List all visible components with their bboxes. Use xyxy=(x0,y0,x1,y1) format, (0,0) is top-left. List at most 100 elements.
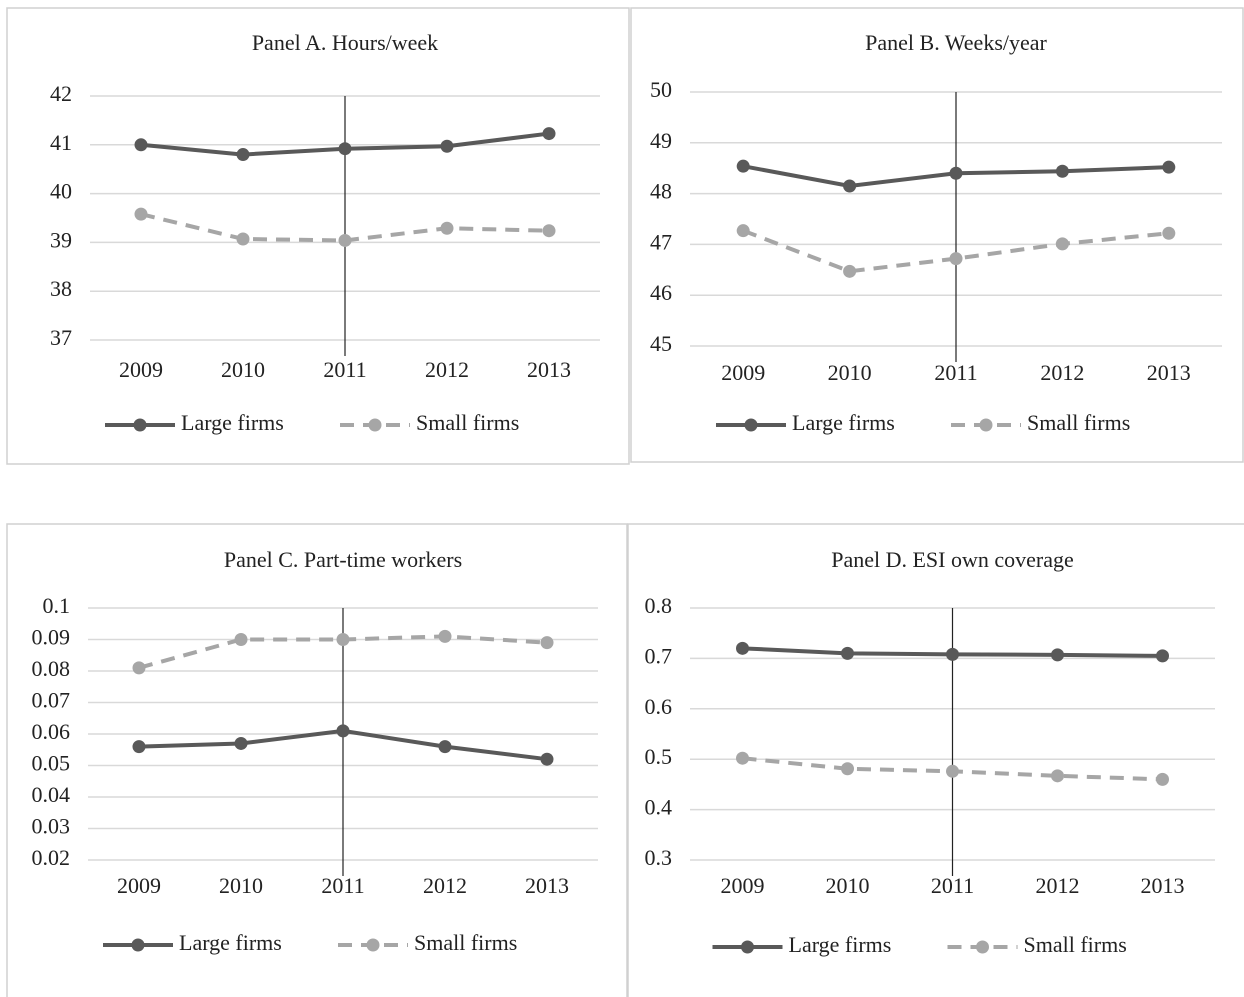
x-tick-label: 2010 xyxy=(219,873,263,898)
legend-marker xyxy=(979,418,993,432)
data-point xyxy=(236,232,250,246)
series-line xyxy=(742,228,1169,274)
y-tick-label: 0.6 xyxy=(645,694,673,719)
y-tick-label: 0.07 xyxy=(32,688,71,713)
data-point xyxy=(1156,649,1169,663)
data-point xyxy=(1055,164,1069,178)
x-tick-label: 2009 xyxy=(119,357,163,382)
data-point xyxy=(1051,648,1064,662)
panel-border xyxy=(6,523,628,997)
legend-marker xyxy=(741,940,754,954)
data-point xyxy=(736,641,749,655)
chart-title: Panel A. Hours/week xyxy=(252,30,438,55)
data-point xyxy=(946,647,959,661)
y-tick-label: 0.5 xyxy=(645,744,673,769)
data-point xyxy=(949,252,963,266)
legend-label: Small firms xyxy=(1027,410,1130,435)
data-point xyxy=(134,138,148,152)
data-point xyxy=(336,633,350,646)
x-tick-label: 2009 xyxy=(117,873,161,898)
x-tick-label: 2010 xyxy=(221,357,265,382)
data-point xyxy=(841,762,854,776)
x-tick-label: 2012 xyxy=(423,873,467,898)
data-point xyxy=(736,159,750,173)
legend-marker xyxy=(976,940,989,954)
y-tick-label: 0.8 xyxy=(645,593,673,618)
y-tick-label: 39 xyxy=(50,227,72,252)
x-tick-label: 2010 xyxy=(826,873,870,898)
y-tick-label: 38 xyxy=(50,276,72,301)
data-point xyxy=(132,740,146,754)
y-tick-label: 0.3 xyxy=(645,845,673,870)
legend-marker xyxy=(131,938,145,952)
x-tick-label: 2009 xyxy=(721,873,765,898)
legend-label: Small firms xyxy=(414,930,517,955)
x-tick-label: 2012 xyxy=(425,357,469,382)
data-point xyxy=(338,233,352,247)
data-point xyxy=(440,139,454,153)
data-point xyxy=(1055,237,1069,251)
chart-title: Panel D. ESI own coverage xyxy=(831,547,1074,572)
data-point xyxy=(540,752,554,766)
y-tick-label: 46 xyxy=(650,280,672,305)
x-tick-label: 2013 xyxy=(525,873,569,898)
data-point xyxy=(542,224,556,238)
y-tick-label: 0.06 xyxy=(32,719,71,744)
data-point xyxy=(1051,769,1064,783)
y-tick-label: 49 xyxy=(650,128,672,153)
y-tick-label: 0.09 xyxy=(32,625,71,650)
y-tick-label: 0.7 xyxy=(645,643,673,668)
x-tick-label: 2011 xyxy=(323,357,366,382)
legend-label: Large firms xyxy=(181,410,284,435)
y-tick-label: 0.05 xyxy=(32,751,71,776)
y-tick-label: 48 xyxy=(650,179,672,204)
legend-label: Small firms xyxy=(1024,932,1127,957)
data-point xyxy=(134,207,148,221)
data-point xyxy=(843,179,857,193)
data-point xyxy=(542,127,556,141)
y-tick-label: 0.02 xyxy=(32,845,71,870)
data-point xyxy=(234,633,248,646)
legend-marker xyxy=(368,418,382,432)
data-point xyxy=(843,264,857,278)
x-tick-label: 2011 xyxy=(931,873,974,898)
legend-label: Small firms xyxy=(416,410,519,435)
x-tick-label: 2009 xyxy=(721,360,765,385)
x-tick-label: 2012 xyxy=(1040,360,1084,385)
data-point xyxy=(234,736,248,750)
panel-border xyxy=(630,7,1244,463)
data-point xyxy=(949,166,963,180)
y-tick-label: 0.03 xyxy=(32,814,71,839)
data-point xyxy=(438,740,452,754)
y-tick-label: 47 xyxy=(650,229,672,254)
data-point xyxy=(841,646,854,660)
y-tick-label: 0.4 xyxy=(645,795,673,820)
panel-border xyxy=(6,7,630,465)
legend-label: Large firms xyxy=(792,410,895,435)
chart-title: Panel B. Weeks/year xyxy=(865,30,1047,55)
y-tick-label: 0.1 xyxy=(43,593,71,618)
data-point xyxy=(736,751,749,765)
y-tick-label: 0.08 xyxy=(32,656,71,681)
data-point xyxy=(1156,772,1169,786)
legend-label: Large firms xyxy=(789,932,892,957)
x-tick-label: 2011 xyxy=(321,873,364,898)
data-point xyxy=(1162,160,1176,174)
y-tick-label: 42 xyxy=(50,81,72,106)
chart-title: Panel C. Part-time workers xyxy=(224,547,462,572)
y-tick-label: 41 xyxy=(50,130,72,155)
data-point xyxy=(236,148,250,162)
data-point xyxy=(1162,226,1176,240)
data-point xyxy=(946,764,959,778)
data-point xyxy=(132,661,146,675)
data-point xyxy=(440,221,454,235)
x-tick-label: 2013 xyxy=(1141,873,1185,898)
panel-border xyxy=(627,523,1244,997)
x-tick-label: 2013 xyxy=(527,357,571,382)
y-tick-label: 40 xyxy=(50,179,72,204)
data-point xyxy=(438,629,452,643)
legend-marker xyxy=(133,418,147,432)
x-tick-label: 2012 xyxy=(1036,873,1080,898)
x-tick-label: 2013 xyxy=(1147,360,1191,385)
